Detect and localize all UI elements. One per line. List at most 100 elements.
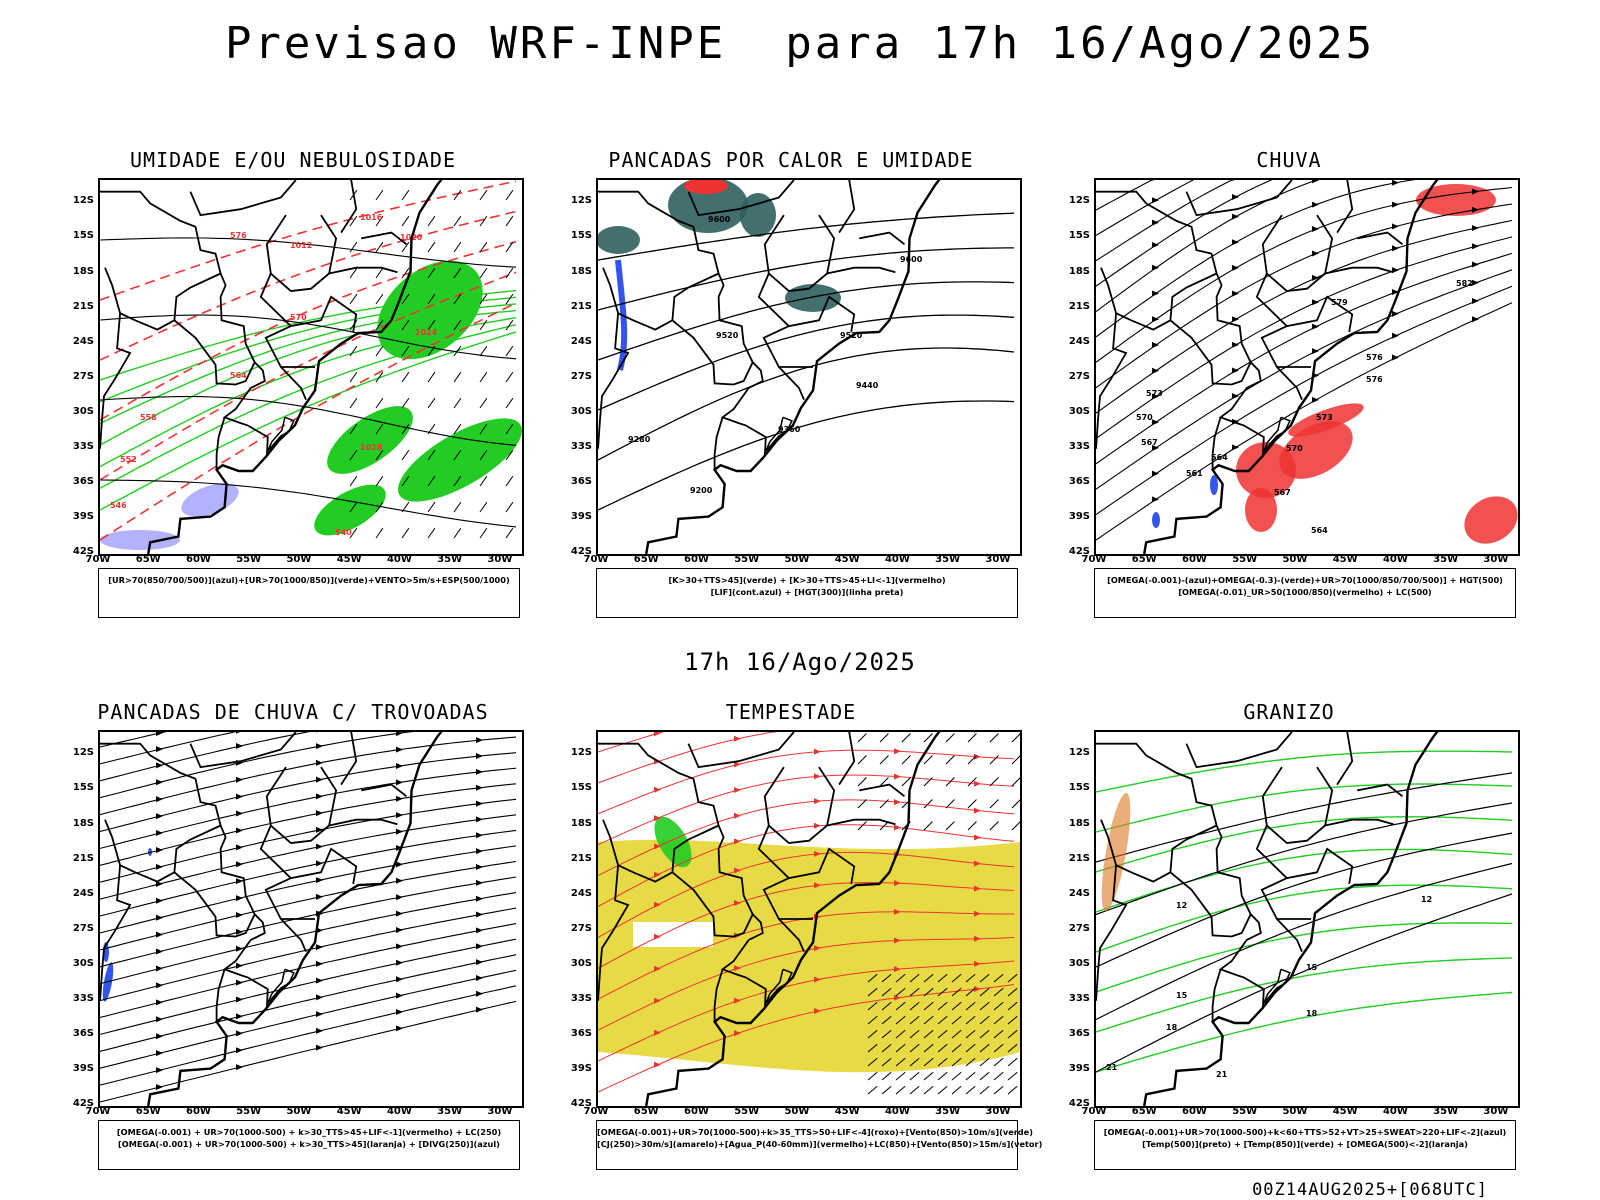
lat-tick-label: 39S <box>570 510 592 522</box>
streamline-1 <box>1096 180 1195 236</box>
lat-tick-label: 24S <box>1068 887 1090 899</box>
wind-vector-81 <box>479 475 488 487</box>
wind-vector-95 <box>505 475 514 487</box>
lagoa-outline <box>1263 968 1291 1004</box>
rain-area-3 <box>1464 496 1518 544</box>
wind-vector-54 <box>427 501 436 513</box>
streamline-850-10 <box>598 960 1015 1062</box>
wind-vector-46 <box>427 293 436 305</box>
wind-vector-14 <box>375 189 384 201</box>
wind-vector-75 <box>979 1015 990 1025</box>
hgt300-contour-5 <box>598 400 1015 511</box>
lon-tick-label: 50W <box>784 554 810 565</box>
wind-vector-77 <box>979 1043 990 1053</box>
wind-vector-26 <box>375 501 384 513</box>
streamline-arrow-11-300 <box>396 861 403 868</box>
rain-area-2 <box>1245 488 1277 532</box>
streamline-arrow-11-60 <box>156 914 163 921</box>
map-svg <box>100 732 517 1106</box>
wind-vector-53 <box>427 475 436 487</box>
wind-vector-north-25 <box>967 733 977 743</box>
wind-vector-43 <box>923 1071 934 1081</box>
streamline-arrow-4-220 <box>316 759 323 766</box>
streamline-5 <box>100 752 517 833</box>
streamline-arrow-12-300 <box>1392 332 1399 339</box>
wind-vector-12 <box>881 1015 892 1025</box>
lat-tick-label: 39S <box>570 1062 592 1074</box>
wind-vector-north-6 <box>879 755 889 765</box>
streamline-arrow-2-140 <box>236 743 243 750</box>
wind-vector-92 <box>1007 1001 1018 1011</box>
hgt300-contour-3 <box>598 314 1015 411</box>
streamline-arrow-3-140 <box>1232 193 1239 200</box>
lon-tick-label: 65W <box>633 1106 659 1117</box>
streamline-850-arrow-11-220 <box>814 1007 821 1014</box>
streamline-19 <box>100 969 517 1069</box>
streamline-arrow-11-380 <box>1472 279 1479 286</box>
streamline-arrow-19-380 <box>476 974 483 981</box>
temp850-contour-1 <box>1096 783 1513 833</box>
hgt300-contour-4 <box>598 347 1015 461</box>
contour-label-1: 579 <box>1331 298 1348 307</box>
wind-vector-64 <box>453 397 462 409</box>
streamline-arrow-14-380 <box>476 895 483 902</box>
streamline-850-arrow-1-140 <box>734 735 741 742</box>
lon-tick-label: 45W <box>336 554 362 565</box>
wind-vector-89 <box>993 1085 1004 1095</box>
lon-tick-label: 65W <box>1131 1106 1157 1117</box>
lagoa-outline <box>267 416 295 452</box>
wind-vector-north-27 <box>967 777 977 787</box>
border-line-12 <box>687 180 795 217</box>
wind-vector-40 <box>401 501 410 513</box>
wind-vector-20 <box>375 345 384 357</box>
wind-vector-88 <box>993 1071 1004 1081</box>
border-line-10 <box>1324 266 1394 275</box>
streamline-850-arrow-4-300 <box>894 799 901 806</box>
streamline-arrow-6-60 <box>1152 316 1159 323</box>
streamline-arrow-8-220 <box>1312 274 1319 281</box>
streamline-arrow-14-300 <box>396 910 403 917</box>
wind-vector-70 <box>965 1071 976 1081</box>
wind-vector-38 <box>401 449 410 461</box>
streamline-arrow-7-60 <box>1152 341 1159 348</box>
border-line-5 <box>763 214 836 292</box>
streamline-arrow-11-300 <box>1392 310 1399 317</box>
lon-tick-label: 50W <box>286 1106 312 1117</box>
streamline-arrow-13-380 <box>1472 316 1479 323</box>
lon-tick-label: 35W <box>437 1106 463 1117</box>
green-contour-3 <box>100 309 517 446</box>
border-line-2 <box>1169 871 1252 938</box>
border-line-12 <box>687 732 795 769</box>
streamline-arrow-0-60 <box>1152 180 1154 181</box>
streamline-arrow-20-60 <box>156 1067 163 1074</box>
contour-label-5: 18 <box>1166 1023 1178 1032</box>
jet-area <box>598 839 1020 1073</box>
wind-vector-96 <box>505 501 514 513</box>
streamline-4 <box>1096 180 1319 312</box>
contour-label-7: 561 <box>1186 469 1203 478</box>
border-line-6 <box>757 825 856 885</box>
wind-vector-90 <box>505 345 514 357</box>
lat-tick-label: 39S <box>1068 1062 1090 1074</box>
wind-vector-50 <box>937 1043 948 1053</box>
lat-tick-label: 42S <box>1068 546 1090 557</box>
border-line-0 <box>598 190 767 458</box>
contour-label-2: 9440 <box>856 381 879 390</box>
wind-vector-95 <box>1007 1043 1018 1053</box>
streamline-arrow-13-60 <box>1152 496 1159 503</box>
legend-line: [LIF](cont.azul) + [HGT(300)](linha pret… <box>710 587 904 597</box>
border-line-0 <box>1096 742 1265 1010</box>
temp850-contour-0 <box>1096 750 1513 793</box>
omega500-area-0 <box>1101 792 1131 912</box>
wind-vector-4 <box>349 293 358 305</box>
streamline-9 <box>1096 236 1513 439</box>
lat-tick-label: 36S <box>72 1027 94 1039</box>
streamline-850-arrow-11-60 <box>654 1061 661 1068</box>
streamline-arrow-8-140 <box>1232 316 1239 323</box>
wind-vector-10 <box>881 987 892 997</box>
wind-vector-11 <box>881 1001 892 1011</box>
streamline-850-arrow-7-380 <box>974 885 981 892</box>
lon-tick-label: 40W <box>884 1106 910 1117</box>
wind-vector-north-15 <box>923 733 933 743</box>
streamline-850-arrow-9-60 <box>654 997 661 1004</box>
